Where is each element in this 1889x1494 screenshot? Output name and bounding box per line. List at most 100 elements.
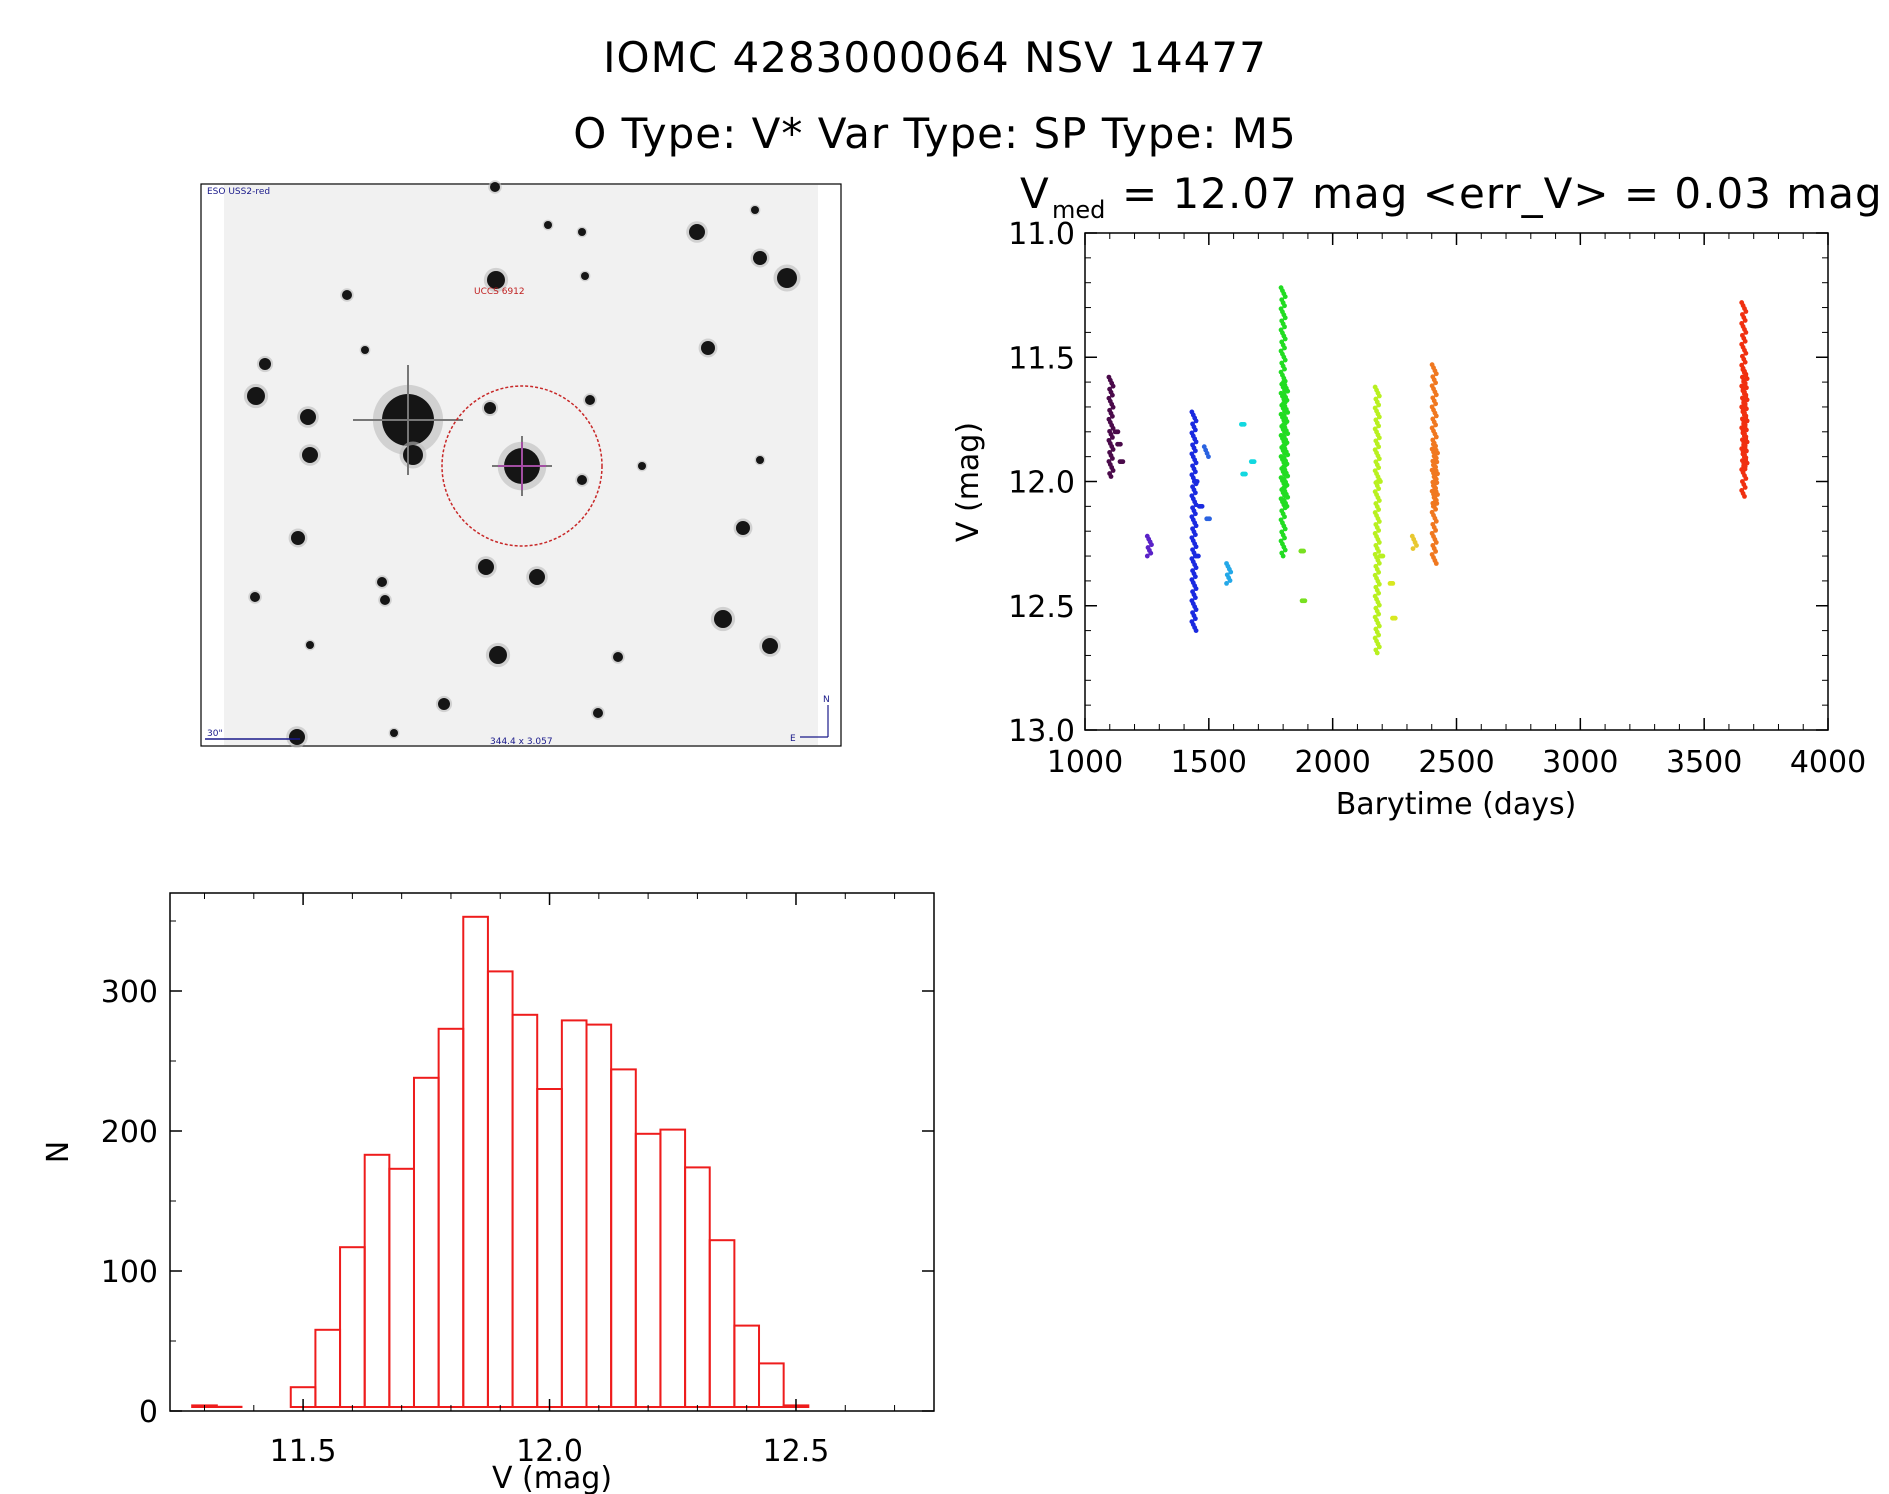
star [302,447,318,463]
lc-data-point [1433,401,1439,407]
lc-data-point [1282,357,1288,363]
lc-data-point [1241,421,1247,427]
lc-data-point [1282,294,1288,300]
lc-data-point [1433,561,1439,566]
lc-data-point [1227,578,1233,583]
lc-data-point [1376,540,1382,545]
lc-data-point [1285,473,1291,479]
lc-data-point [1110,434,1115,440]
lc-data-point [1193,418,1199,424]
lc-data-point [1376,435,1382,441]
star [777,268,797,288]
histogram-bar [363,1153,391,1409]
lc-data-point [1743,476,1749,481]
histogram-bar [536,1088,563,1408]
lc-data-point [1193,607,1199,613]
histogram-bar [634,1132,662,1409]
lc-data-point [1192,469,1198,475]
star [490,182,500,192]
lc-data-point [1392,615,1398,621]
lc-data-point [1192,595,1198,601]
lc-data-point [1742,318,1748,323]
lc-data-point [1380,553,1386,559]
lc-data-point [1108,474,1114,479]
lc-data-point [1149,542,1154,548]
lc-data-point [1148,550,1154,556]
lc-data-point [1192,448,1198,454]
lc-data-point [1435,471,1440,477]
lc-data-point [1376,548,1382,554]
lc-data-point [1376,632,1382,638]
lc-data-point [1282,345,1287,351]
lc-data-point [1284,397,1290,403]
survey-label: ESO USS2-red [207,187,270,197]
lc-data-point [1376,644,1382,650]
lc-data-point [1193,565,1199,571]
histogram-xlabel: V (mag) [492,1461,612,1494]
lc-data-point [1284,440,1290,446]
lc-data-point [1376,611,1382,617]
lc-data-point [1284,503,1290,509]
lc-x-tick-label: 1500 [1171,745,1247,780]
star [751,206,759,214]
lc-data-point [1285,410,1291,415]
lc-x-tick-label: 3000 [1542,745,1618,780]
lc-data-point [1282,514,1287,520]
histogram-bar [388,1167,415,1409]
lc-data-point [1282,324,1287,330]
lc-data-point [1744,448,1749,454]
figure-subtitle: O Type: V* Var Type: SP Type: M5 [573,109,1297,158]
lightcurve-ticks: 1000 1500 2000 2500 3000 3500 4000 11.0 11.5 12.0… [1008,217,1866,780]
lc-data-point [1285,431,1291,437]
star [613,652,623,662]
lightcurve-plot: V med = 12.07 mag <err_V> = 0.03 mag 100… [951,169,1882,822]
lc-data-point [1110,447,1116,452]
star [361,346,369,354]
lc-data-point [1434,459,1440,465]
lc-data-point [1193,586,1199,592]
lc-data-point [1376,414,1382,420]
lc-data-point [1376,507,1382,512]
sky-image-panel: ESO USS2-red UCCS 6912 30" 344.4 x 3.057… [200,180,842,748]
star [259,358,271,370]
lc-data-point [1376,581,1382,587]
star [484,402,496,414]
lc-y-tick-label: 11.5 [1008,341,1075,376]
star [753,251,767,265]
lc-data-point [1192,490,1198,496]
lc-data-point [1376,519,1382,524]
star [689,224,705,240]
lc-data-point [1744,406,1749,412]
lightcurve-ylabel: V (mag) [951,422,986,542]
histogram-frame [169,892,935,1412]
lc-data-point [1115,429,1121,435]
star [577,475,587,485]
histogram-bar [560,1019,588,1409]
lc-x-tick-label: 4000 [1790,745,1866,780]
lc-data-point [1302,598,1308,604]
lc-data-point [1376,465,1382,471]
lc-data-point [1433,540,1439,545]
hist-y-tick-label: 300 [101,975,158,1010]
star [544,221,552,229]
lc-data-point [1192,532,1198,538]
lc-data-point [1280,553,1286,559]
lc-data-point [1376,602,1382,608]
lightcurve-xlabel: Barytime (days) [1336,787,1577,822]
hist-y-tick-label: 200 [101,1115,158,1150]
lc-y-tick-label: 12.5 [1008,590,1075,625]
lc-data-point [1284,482,1290,488]
hist-y-tick-label: 0 [139,1395,158,1430]
lc-data-point [1376,423,1382,429]
histogram-ylabel: N [41,1141,76,1163]
lc-data-point [1117,441,1123,447]
lc-data-point [1206,454,1211,460]
lc-data-point [1376,569,1382,575]
lc-data-point [1744,418,1750,424]
lc-data-point [1378,479,1383,484]
lc-data-point [1410,546,1416,551]
lc-data-point [1435,450,1440,456]
lc-x-tick-label: 2500 [1418,745,1494,780]
lightcurve-title-prefix: V [1020,169,1050,218]
target-aperture-circle [441,385,603,547]
